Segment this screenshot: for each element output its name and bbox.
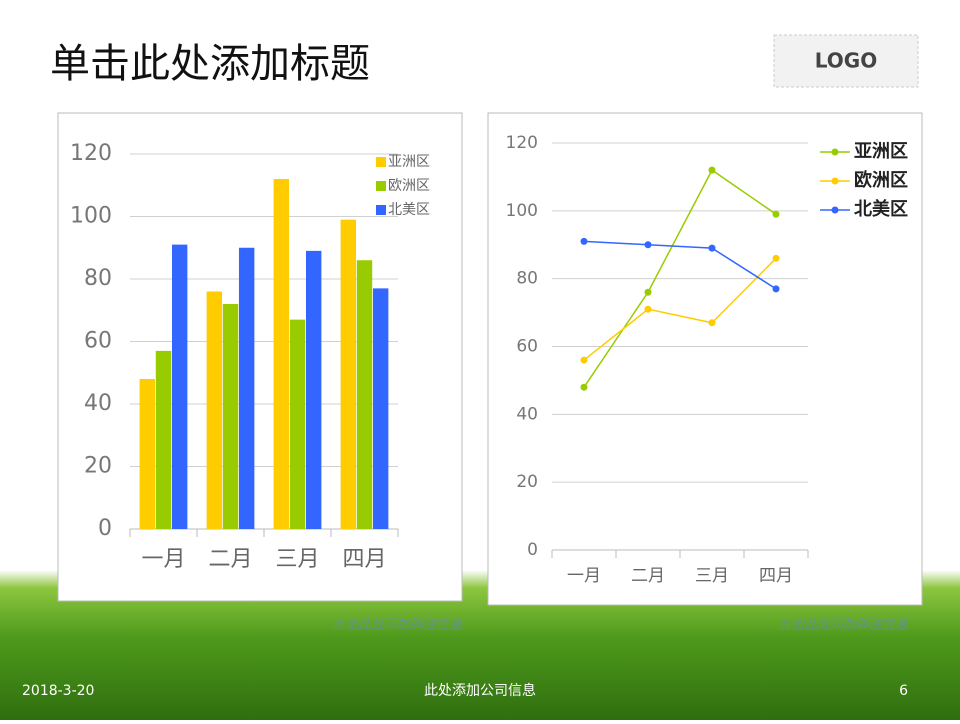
y-tick-label: 100 — [70, 204, 112, 229]
bar — [273, 179, 290, 529]
bar — [289, 319, 306, 529]
x-tick-label: 三月 — [695, 566, 729, 586]
y-tick-label: 100 — [506, 201, 538, 221]
footer-company: 此处添加公司信息 — [424, 682, 536, 699]
y-tick-label: 20 — [84, 454, 112, 479]
bar — [155, 350, 172, 529]
point — [772, 254, 780, 262]
series-line — [583, 240, 777, 290]
legend-marker — [831, 177, 839, 185]
bar — [356, 260, 373, 529]
footnote: 点击此处添加脚注信息 — [778, 617, 908, 633]
point — [644, 241, 652, 249]
bar — [139, 379, 156, 529]
x-tick-label: 一月 — [141, 547, 185, 572]
point — [580, 356, 588, 364]
legend-marker — [831, 148, 839, 156]
x-tick-label: 三月 — [275, 547, 319, 572]
x-tick-label: 四月 — [759, 566, 793, 586]
logo: LOGO — [815, 49, 877, 73]
bar — [206, 291, 223, 529]
chart-frame — [487, 112, 923, 606]
legend-label: 北美区 — [854, 198, 908, 220]
y-tick-label: 20 — [516, 472, 538, 492]
y-tick-label: 60 — [516, 337, 538, 357]
footer-page: 6 — [899, 683, 908, 699]
point — [580, 237, 588, 245]
y-tick-label: 120 — [70, 141, 112, 166]
point — [772, 210, 780, 218]
series-line — [583, 257, 777, 361]
y-tick-label: 80 — [516, 269, 538, 289]
x-tick-label: 二月 — [631, 566, 665, 586]
x-tick-label: 四月 — [342, 547, 386, 572]
bar — [305, 250, 322, 529]
y-tick-label: 60 — [84, 329, 112, 354]
legend-swatch — [376, 157, 386, 167]
legend-label: 亚洲区 — [854, 141, 908, 162]
y-tick-label: 80 — [84, 266, 112, 291]
legend-label: 北美区 — [388, 202, 430, 218]
x-tick-label: 二月 — [208, 547, 252, 572]
footnote: 点击此处添加脚注信息 — [332, 617, 462, 633]
point — [708, 244, 716, 252]
legend-label: 亚洲区 — [388, 154, 430, 170]
legend-label: 欧洲区 — [388, 178, 430, 194]
slide-title: 单击此处添加标题 — [50, 41, 370, 87]
point — [644, 288, 652, 296]
chart-frame — [57, 112, 463, 602]
x-tick-label: 一月 — [567, 566, 601, 586]
legend-swatch — [376, 205, 386, 215]
bar — [171, 244, 188, 529]
point — [772, 285, 780, 293]
bar — [340, 219, 357, 529]
y-tick-label: 120 — [506, 133, 538, 153]
y-tick-label: 0 — [98, 516, 112, 541]
footer-date: 2018-3-20 — [22, 683, 94, 699]
logo-box — [773, 34, 919, 88]
point — [580, 383, 588, 391]
y-tick-label: 40 — [84, 391, 112, 416]
bar — [238, 247, 255, 529]
y-tick-label: 0 — [527, 540, 538, 560]
bar — [372, 288, 389, 529]
series-line — [583, 169, 777, 388]
point — [644, 305, 652, 313]
legend-label: 欧洲区 — [854, 169, 908, 191]
y-tick-label: 40 — [516, 404, 538, 424]
bar — [222, 304, 239, 529]
legend-swatch — [376, 181, 386, 191]
legend-marker — [831, 206, 839, 214]
point — [708, 166, 716, 174]
point — [708, 319, 716, 327]
